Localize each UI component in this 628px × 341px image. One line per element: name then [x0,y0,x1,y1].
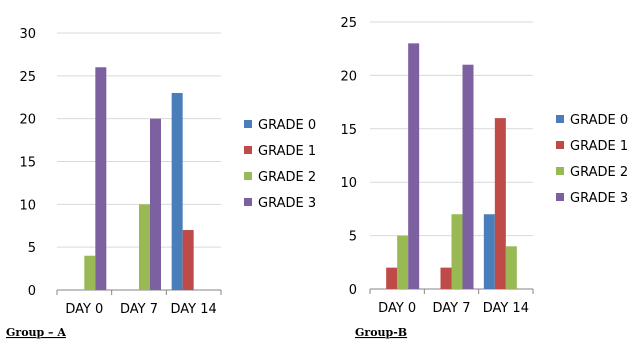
chart-b-legend-label-grade-0: GRADE 0 [570,113,628,128]
chart-b-bar-day-0-grade-3 [408,43,420,289]
chart-a-bar-day-0-grade-3 [95,67,107,291]
chart-a-legend-swatch-grade-2 [244,172,252,180]
chart-b-bar-day-14-grade-1 [494,118,506,290]
chart-b-x-tick-day-14: DAY 14 [483,301,529,316]
chart-a-bars [84,67,194,291]
chart-b-caption: Group-B [355,326,407,339]
chart-b-y-tick-10: 10 [340,176,357,191]
chart-b-legend-label-grade-1: GRADE 1 [570,139,628,154]
chart-a-x-tick-labels: DAY 0 DAY 7 DAY 14 [56,290,222,317]
chart-a-y-tick-5: 5 [28,241,36,256]
chart-a-bar-day-7-grade-3 [150,118,161,291]
chart-a-y-tick-25: 25 [19,70,36,85]
chart-b-x-tick-day-0: DAY 0 [378,301,416,316]
chart-b-y-tick-15: 15 [340,123,357,138]
chart-a-legend-label-grade-3: GRADE 3 [258,196,316,211]
chart-b-bar-day-7-grade-1 [440,267,452,289]
chart-b-legend: GRADE 0 GRADE 1 GRADE 2 GRADE 3 [556,113,628,206]
chart-a-legend-label-grade-0: GRADE 0 [258,118,316,133]
chart-b-legend-swatch-grade-2 [556,167,564,175]
chart-a-y-tick-labels: 0 5 10 15 20 25 30 [19,27,36,299]
chart-a-y-tick-15: 15 [19,156,36,171]
chart-a-y-tick-10: 10 [19,198,36,213]
chart-b-y-tick-0: 0 [349,283,357,298]
chart-b-bar-day-7-grade-3 [462,64,474,289]
chart-a-legend-swatch-grade-0 [244,120,252,128]
chart-a-y-tick-30: 30 [19,27,36,42]
chart-b-x-tick-day-7: DAY 7 [432,301,470,316]
chart-a-x-tick-day-0: DAY 0 [65,302,103,317]
chart-b-bar-day-7-grade-2 [451,214,463,289]
chart-a-legend-swatch-grade-1 [244,146,252,154]
chart-b-legend-label-grade-2: GRADE 2 [570,165,628,180]
chart-a-x-tick-day-7: DAY 7 [120,302,158,317]
chart-b-y-tick-25: 25 [340,16,357,31]
chart-a-bar-day-0-grade-2 [84,255,96,290]
chart-a-bar-day-7-grade-2 [139,204,150,290]
chart-b-bar-day-0-grade-1 [386,267,398,289]
chart-b-legend-swatch-grade-1 [556,141,564,149]
chart-b-bars [386,43,517,290]
chart-b-legend-swatch-grade-0 [556,115,564,123]
chart-a-legend-label-grade-1: GRADE 1 [258,144,316,159]
chart-a-bar-day-14-grade-0 [171,92,183,290]
chart-b-legend-swatch-grade-3 [556,193,564,201]
chart-a-legend-label-grade-2: GRADE 2 [258,170,316,185]
chart-b-bar-day-14-grade-0 [483,214,495,289]
chart-a-caption: Group – A [6,326,66,339]
chart-a-y-tick-20: 20 [19,113,36,128]
chart-b-y-tick-labels: 0 5 10 15 20 25 [340,16,357,298]
chart-a-legend: GRADE 0 GRADE 1 GRADE 2 GRADE 3 [244,118,316,211]
chart-b-y-tick-20: 20 [340,69,357,84]
chart-b-x-tick-labels: DAY 0 DAY 7 DAY 14 [369,289,534,316]
chart-a-bar-day-14-grade-1 [182,230,194,290]
chart-b-bar-day-0-grade-2 [397,235,409,289]
chart-b-bar-day-14-grade-2 [505,246,517,289]
chart-b-legend-label-grade-3: GRADE 3 [570,191,628,206]
chart-a-y-tick-0: 0 [28,284,36,299]
chart-a-legend-swatch-grade-3 [244,198,252,206]
chart-a-x-tick-day-14: DAY 14 [171,302,217,317]
chart-b-y-tick-5: 5 [349,230,357,245]
